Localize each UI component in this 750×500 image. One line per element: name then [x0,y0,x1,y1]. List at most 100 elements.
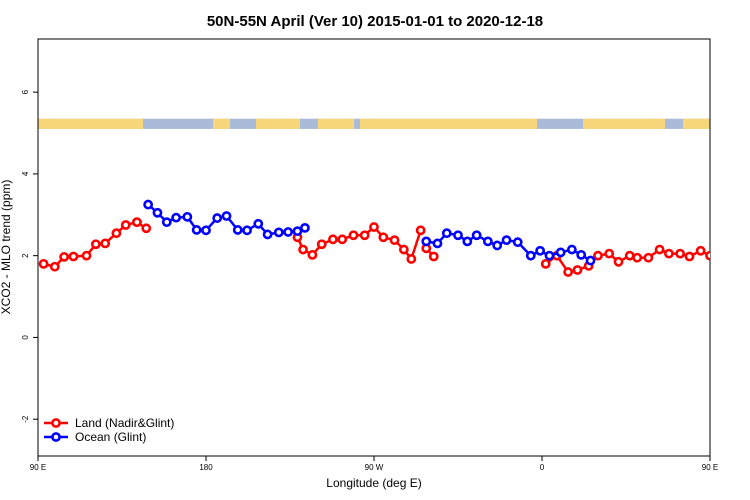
series-line [43,220,138,269]
x-tick-label: 90 E [30,463,46,472]
series-ocean-glint- [143,199,596,266]
land-band [360,118,537,129]
data-point [462,236,473,247]
y-axis-label: XCO2 - MLO trend (ppm) [0,180,13,315]
data-point [221,211,232,221]
y-tick-label: -2 [21,415,30,423]
legend-swatch-marker [51,418,61,428]
data-point [38,258,49,269]
data-point [49,261,60,272]
land-band [583,118,665,129]
data-point [540,258,551,269]
data-point [421,236,432,247]
data-point [253,218,264,229]
x-axis-label: Longitude (deg E) [326,476,421,490]
land-ocean-strip [38,118,710,129]
data-point [307,249,318,260]
data-point [68,251,79,262]
data-point [501,235,512,246]
legend-label: Ocean (Glint) [75,430,146,444]
data-point [201,225,211,236]
x-tick-label: 90 W [365,463,384,472]
data-point [744,264,750,271]
y-tick-label: 4 [21,171,30,176]
y-axis: -2 0 2 4 6 [21,89,38,423]
legend: Land (Nadir&Glint)Ocean (Glint) [44,416,174,444]
data-point [593,250,603,261]
data-point [369,222,379,232]
data-point [182,211,193,222]
data-point [716,257,723,264]
land-band [683,118,710,129]
data-point [725,262,732,269]
data-point [120,220,131,230]
x-tick-label: 0 [540,463,545,472]
data-point [675,248,686,259]
data-point [143,199,154,210]
data-point [563,267,574,277]
land-band [213,118,230,129]
legend-swatch-marker [51,432,61,442]
data-point [152,207,163,218]
data-point [141,223,152,234]
data-point [273,227,284,238]
data-point [398,244,409,255]
data-point [415,225,426,236]
data-point [132,217,142,228]
data-point [585,255,596,266]
plot-area [38,199,750,277]
data-point [262,229,273,240]
data-point [654,244,665,255]
data-point [576,249,587,260]
data-point [428,251,439,262]
data-point [453,230,463,241]
data-point [734,260,741,267]
land-band [256,118,300,129]
land-band [318,118,354,129]
data-point [300,222,310,233]
land-band [38,118,143,129]
data-point [555,247,566,258]
x-tick-label: 180 [199,463,213,472]
data-point [482,236,493,247]
data-point [191,225,202,235]
data-point [81,250,92,261]
data-point [613,256,624,267]
data-point [643,252,654,263]
x-axis: 90 E 180 90 W 0 90 E [30,456,718,472]
y-tick-label: 6 [21,89,30,94]
data-point [471,230,482,241]
data-point [604,248,615,259]
y-tick-label: 2 [21,253,30,258]
data-point [298,244,308,255]
data-point [406,254,417,264]
legend-label: Land (Nadir&Glint) [75,416,174,430]
data-point [232,225,243,235]
data-point [212,213,223,223]
plot-frame [37,38,711,457]
data-point [316,239,327,250]
data-point [161,217,172,228]
data-point [572,265,583,275]
data-point [389,235,400,246]
data-point [292,226,303,237]
data-point [348,230,359,241]
data-point [328,234,338,245]
data-point [359,230,370,241]
data-point [59,252,70,262]
series-land-nadir-glint- [38,217,750,277]
data-point [566,244,577,255]
x-tick-label: 90 E [702,463,718,472]
data-point [90,239,101,250]
data-point [171,212,182,223]
data-point [432,238,443,249]
y-tick-label: 0 [21,335,30,340]
data-point [624,250,635,261]
data-point [337,234,348,245]
data-point [492,240,503,251]
data-point [378,232,389,243]
data-point [441,228,452,239]
chart-title: 50N-55N April (Ver 10) 2015-01-01 to 202… [207,13,543,30]
data-point [695,245,706,256]
